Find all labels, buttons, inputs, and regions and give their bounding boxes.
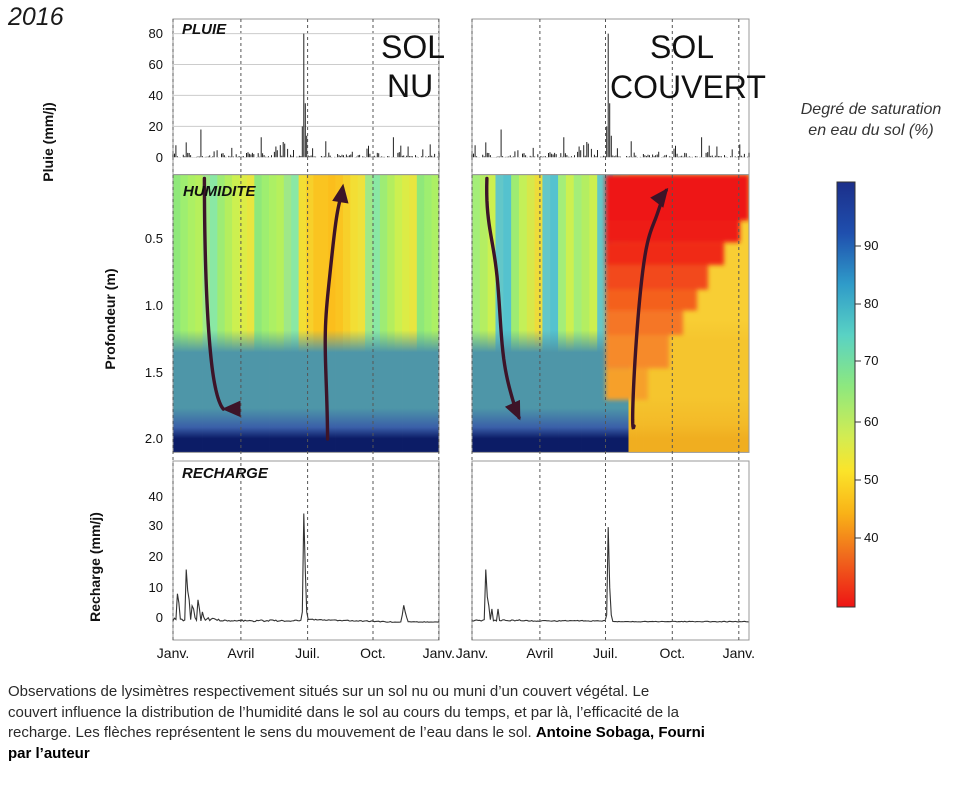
svg-text:0: 0 <box>156 150 163 165</box>
svg-text:SOL: SOL <box>650 29 714 65</box>
svg-text:40: 40 <box>149 489 163 504</box>
svg-text:40: 40 <box>864 530 878 545</box>
svg-text:30: 30 <box>149 518 163 533</box>
svg-text:Janv.: Janv. <box>456 645 488 661</box>
svg-text:Oct.: Oct. <box>659 645 685 661</box>
svg-text:Avril: Avril <box>227 645 254 661</box>
svg-text:NU: NU <box>387 68 433 104</box>
svg-text:SOL: SOL <box>381 29 445 65</box>
svg-text:0.5: 0.5 <box>145 231 163 246</box>
svg-text:0: 0 <box>156 610 163 625</box>
svg-text:HUMIDITE: HUMIDITE <box>183 183 256 200</box>
svg-text:10: 10 <box>149 580 163 595</box>
svg-text:PLUIE: PLUIE <box>182 21 227 38</box>
svg-text:Juil.: Juil. <box>295 645 320 661</box>
svg-text:Janv.: Janv. <box>423 645 455 661</box>
svg-text:1.0: 1.0 <box>145 298 163 313</box>
svg-text:40: 40 <box>149 88 163 103</box>
svg-text:20: 20 <box>149 119 163 134</box>
svg-text:2.0: 2.0 <box>145 431 163 446</box>
svg-text:80: 80 <box>149 26 163 41</box>
svg-text:50: 50 <box>864 472 878 487</box>
svg-text:RECHARGE: RECHARGE <box>182 465 269 482</box>
svg-text:COUVERT: COUVERT <box>610 69 766 105</box>
svg-text:Janv.: Janv. <box>723 645 755 661</box>
svg-text:Oct.: Oct. <box>360 645 386 661</box>
svg-text:Avril: Avril <box>526 645 553 661</box>
svg-text:20: 20 <box>149 549 163 564</box>
svg-text:80: 80 <box>864 296 878 311</box>
svg-text:70: 70 <box>864 353 878 368</box>
svg-text:60: 60 <box>149 57 163 72</box>
svg-text:1.5: 1.5 <box>145 365 163 380</box>
svg-text:Janv.: Janv. <box>157 645 189 661</box>
svg-text:60: 60 <box>864 414 878 429</box>
svg-text:Juil.: Juil. <box>593 645 618 661</box>
svg-text:90: 90 <box>864 238 878 253</box>
